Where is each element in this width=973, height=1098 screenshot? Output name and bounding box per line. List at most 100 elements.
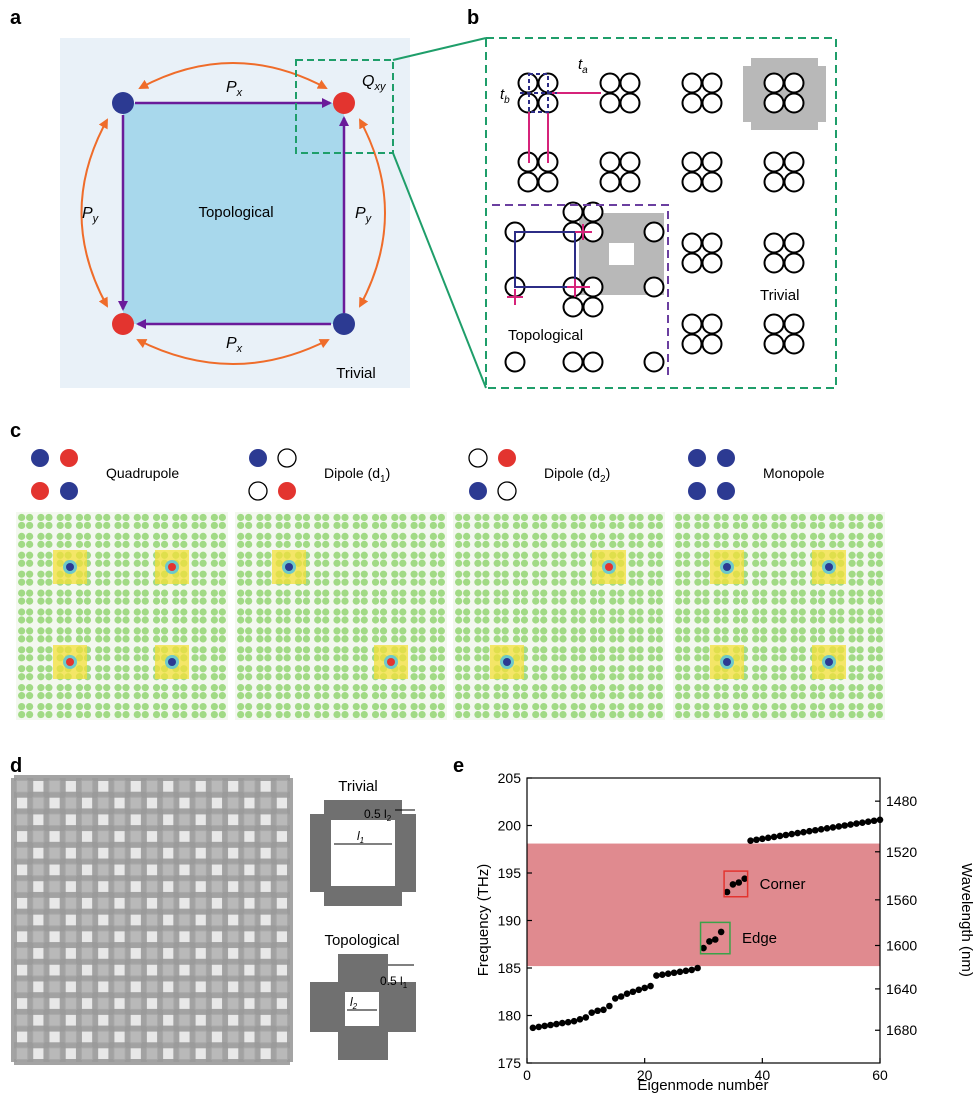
ring (582, 351, 604, 373)
eigenmode-point (806, 827, 813, 835)
panel-letter-b: b (467, 7, 479, 29)
y2-tick-label: 1560 (886, 892, 917, 908)
legend-dot (31, 482, 49, 500)
eigenmode-point (859, 819, 866, 826)
y-tick-label: 195 (498, 865, 522, 881)
zoom-line-top (392, 37, 487, 61)
eigenmode-point (729, 881, 737, 888)
trivial-unit-cell (310, 800, 416, 906)
y2-tick-label: 1600 (886, 937, 917, 953)
eigenmode-point (594, 1007, 601, 1015)
eigenmode-point (529, 1024, 537, 1032)
ring (643, 351, 665, 373)
eigenmode-point (617, 993, 625, 1000)
orange-arrow-top (138, 62, 328, 89)
topological-square (123, 103, 344, 324)
legend-label-2: Dipole (d2) (544, 465, 610, 485)
ring (643, 221, 665, 243)
orange-arrow-right (359, 118, 386, 308)
panel-letter-a: a (10, 7, 22, 29)
gray-cell-trivial (743, 58, 826, 130)
label-tb: tb (500, 86, 510, 106)
ring (562, 351, 584, 373)
topo-inner-label: l2 (350, 995, 358, 1011)
eigenmode-point (588, 1009, 596, 1016)
legend-dot (278, 482, 296, 500)
ring-cell (763, 72, 805, 114)
eigenmode-point (723, 888, 731, 896)
legend-dot (717, 449, 735, 467)
label-trivial-b: Trivial (760, 287, 799, 304)
ring (504, 351, 526, 373)
y2-tick-label: 1640 (886, 981, 917, 997)
eigenmode-point (629, 988, 637, 996)
ring-cell (681, 232, 723, 274)
trivial-inner-label: l1 (357, 829, 364, 845)
eigenmode-point (817, 826, 825, 833)
eigenmode-point (647, 982, 654, 990)
eigenmode-point (764, 834, 772, 842)
legend-dot (498, 449, 516, 467)
eigenmode-points (529, 816, 884, 1032)
corner-dot-bottom-right (333, 313, 355, 335)
panel-b: ta tb Trivial Topological (485, 37, 837, 389)
corner-dot-top-left (112, 92, 134, 114)
legend-label-3: Monopole (763, 465, 825, 481)
eigenmode-point (564, 1018, 572, 1026)
x-tick-label: 60 (872, 1067, 888, 1083)
eigenmode-point (847, 821, 854, 828)
panel-e-chart: Corner Edge 0 20 40 60 175 180 185 190 195 200 205… (475, 770, 973, 1094)
legend-dot (60, 482, 78, 500)
y2-tick-label: 1680 (886, 1022, 917, 1038)
y-tick-label: 190 (498, 913, 522, 929)
eigenmode-point (735, 879, 743, 886)
coupling-lines-top (520, 73, 601, 163)
eigenmode-point (611, 995, 619, 1002)
legend-dot (248, 481, 268, 501)
eigenmode-point (823, 825, 831, 832)
trivial-dim-label: 0.5 l2 (364, 807, 392, 823)
corner-label: Corner (760, 876, 806, 893)
eigenmode-point (741, 875, 748, 882)
zoom-line-bottom (392, 152, 487, 389)
label-px-top: Px (226, 79, 243, 99)
mode-legends: Quadrupole Dipole (d1) Dipole (d2) Monopole (31, 448, 825, 501)
legend-dot (277, 448, 297, 468)
ring-cell (681, 313, 723, 355)
edge-label: Edge (742, 930, 777, 947)
eigenmode-point (776, 832, 784, 840)
eigenmode-point (811, 826, 819, 834)
label-trivial: Trivial (336, 365, 375, 382)
legend-dot (688, 449, 706, 467)
sem-image (11, 775, 293, 1065)
eigenmode-point (853, 820, 860, 827)
eigenmode-point (582, 1014, 590, 1021)
panel-d: Trivial 0.5 l2 l1 Topological 0.5 l1 l2 (11, 775, 416, 1065)
eigenmode-point (553, 1020, 560, 1028)
eigenmode-point (706, 938, 713, 945)
eigenmode-point (841, 822, 848, 829)
eigenmode-point (670, 969, 678, 977)
corner-dot-bottom-left (112, 313, 134, 335)
x-axis-label: Eigenmode number (638, 1077, 769, 1094)
legend-dot (688, 482, 706, 500)
field-maps (16, 512, 885, 720)
eigenmode-point (700, 944, 707, 952)
y-tick-label: 180 (498, 1008, 522, 1024)
label-ta: ta (578, 56, 588, 76)
legend-dot (249, 449, 267, 467)
legend-dot (31, 449, 49, 467)
ring (582, 296, 604, 318)
eigenmode-point (800, 828, 807, 836)
eigenmode-point (682, 967, 690, 975)
eigenmode-point (835, 823, 843, 830)
y-tick-label: 200 (498, 818, 522, 834)
label-topological-d: Topological (324, 932, 399, 949)
legend-label-0: Quadrupole (106, 465, 179, 481)
eigenmode-point (606, 1002, 613, 1010)
corner-dot-top-right (333, 92, 355, 114)
ring-cell (599, 72, 641, 114)
eigenmode-point (547, 1021, 554, 1029)
eigenmode-point (664, 970, 672, 977)
orange-arrow-left (80, 118, 108, 308)
